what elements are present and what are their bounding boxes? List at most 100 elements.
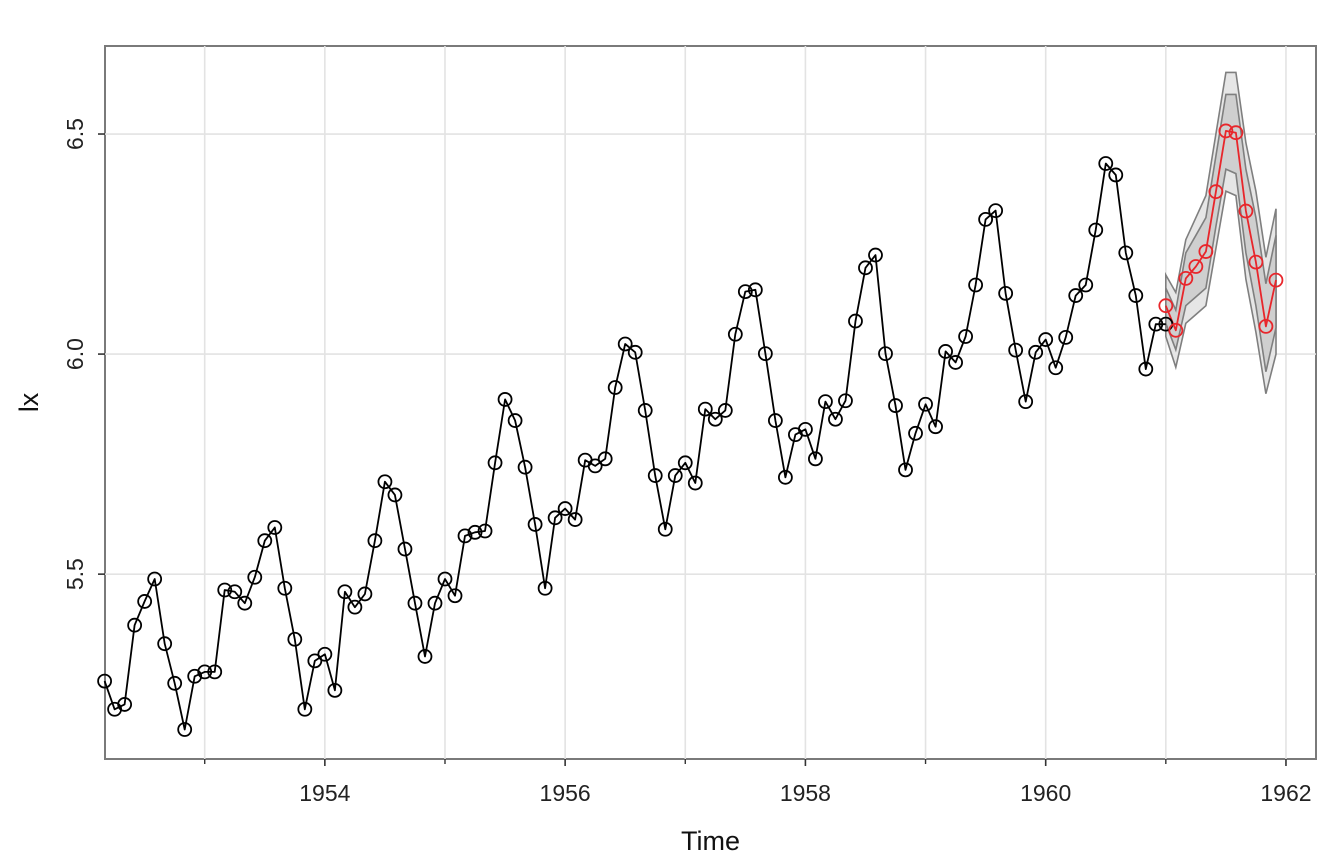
forecast-data-point — [1238, 203, 1254, 219]
observed-data-point — [858, 260, 873, 276]
prediction-band-80 — [1165, 93, 1277, 372]
observed-data-point — [818, 394, 833, 410]
observed-data-point — [167, 675, 183, 691]
forecast-data-point — [1198, 244, 1214, 259]
observed-data-point — [1108, 167, 1124, 183]
observed-data-point — [767, 413, 783, 428]
observed-data-point — [467, 524, 483, 540]
observed-data-point — [477, 523, 493, 539]
observed-data-point — [567, 512, 583, 527]
observed-data-point — [357, 586, 373, 602]
observed-data-point — [177, 722, 193, 737]
observed-data-point — [798, 421, 813, 437]
observed-data-point — [747, 282, 763, 298]
forecast-data-point — [1248, 254, 1264, 270]
observed-data-point — [637, 403, 653, 418]
observed-data-point — [347, 599, 363, 615]
observed-data-point — [657, 521, 673, 537]
observed-data-point — [697, 401, 713, 417]
observed-data-point — [978, 212, 994, 227]
observed-data-point — [547, 510, 563, 526]
observed-data-point — [407, 595, 423, 611]
y-tick-label: 6.5 — [62, 118, 88, 150]
observed-data-point — [918, 396, 933, 412]
observed-data-point — [627, 344, 643, 360]
observed-data-point — [157, 636, 173, 652]
forecast-series-line — [1164, 130, 1277, 332]
observed-data-point — [848, 313, 863, 329]
prediction-band-95 — [1165, 71, 1277, 394]
observed-data-point — [587, 458, 603, 474]
observed-data-point — [988, 203, 1004, 219]
observed-data-point — [387, 487, 403, 503]
x-tick-label: 1956 — [540, 780, 591, 806]
observed-data-point — [247, 569, 263, 585]
forecast-data-point — [1168, 322, 1184, 338]
observed-data-point — [457, 528, 473, 544]
x-tick-label: 1960 — [1020, 780, 1071, 806]
observed-data-point — [277, 580, 293, 596]
observed-data-point — [828, 411, 843, 427]
series-lines — [103, 130, 1277, 731]
observed-data-point — [217, 582, 233, 598]
observed-data-point — [617, 336, 633, 352]
observed-data-point — [447, 588, 463, 604]
observed-data-point — [237, 595, 253, 611]
forecast-data-point — [1218, 123, 1234, 139]
observed-data-point — [737, 284, 753, 299]
observed-data-point — [1088, 222, 1104, 238]
observed-data-point — [1038, 332, 1054, 347]
observed-data-point — [1018, 394, 1034, 410]
x-axis-title: Time — [681, 826, 740, 856]
observed-data-point — [878, 346, 893, 362]
observed-data-point — [367, 533, 383, 549]
observed-data-point — [968, 277, 984, 293]
x-tick-label: 1962 — [1260, 780, 1311, 806]
observed-data-point — [137, 594, 153, 609]
forecast-data-point — [1258, 318, 1274, 334]
observed-data-point — [647, 468, 663, 483]
observed-data-point — [1118, 245, 1134, 261]
y-axis: 5.5 6.0 6.5 — [62, 118, 105, 590]
observed-data-point — [527, 517, 543, 532]
observed-data-point — [147, 571, 163, 587]
observed-data-point — [497, 392, 513, 407]
observed-data-point — [808, 451, 823, 467]
observed-data-point — [998, 285, 1014, 301]
observed-data-point — [888, 398, 903, 413]
observed-data-point — [537, 580, 553, 596]
x-axis: 1954 1956 1958 1960 1962 — [204, 759, 1312, 806]
observed-data-point — [1148, 316, 1164, 332]
observed-data-point — [908, 425, 923, 441]
x-tick-label: 1954 — [299, 780, 350, 806]
y-axis-title: lx — [14, 392, 44, 412]
observed-data-point — [327, 682, 343, 698]
forecast-data-point — [1268, 272, 1284, 288]
observed-data-point — [958, 329, 973, 344]
observed-data-point — [667, 468, 683, 483]
forecast-data-point — [1208, 184, 1224, 200]
observed-series-line — [103, 162, 1166, 731]
observed-data-point — [1008, 342, 1024, 358]
series-points — [97, 123, 1284, 737]
forecast-interval-bands — [1165, 71, 1277, 394]
observed-data-point — [487, 455, 503, 471]
observed-data-point — [597, 451, 613, 467]
observed-data-point — [427, 595, 443, 611]
observed-data-point — [117, 697, 133, 712]
observed-data-point — [307, 653, 323, 669]
observed-data-point — [677, 455, 693, 471]
forecast-data-point — [1178, 270, 1194, 286]
observed-data-point — [868, 247, 883, 263]
observed-data-point — [257, 533, 273, 549]
observed-data-point — [397, 541, 413, 557]
observed-data-point — [207, 664, 223, 680]
observed-data-point — [717, 403, 733, 418]
plot-panel-border — [104, 45, 1317, 760]
observed-data-point — [838, 393, 853, 409]
observed-data-point — [607, 380, 623, 395]
observed-data-point — [97, 673, 113, 689]
observed-data-point — [1098, 156, 1114, 171]
observed-data-point — [517, 459, 533, 475]
